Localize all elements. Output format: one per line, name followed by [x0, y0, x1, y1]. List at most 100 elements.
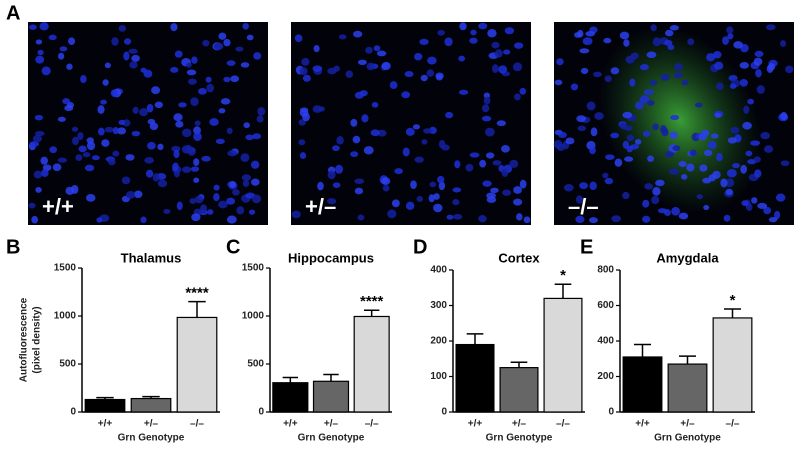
nucleus: [240, 153, 250, 163]
nucleus: [365, 46, 373, 54]
nucleus: [630, 52, 639, 60]
nucleus: [642, 130, 651, 137]
nucleus: [723, 214, 731, 222]
nucleus: [699, 164, 708, 172]
nucleus: [610, 132, 620, 139]
nucleus: [458, 89, 469, 95]
nucleus: [112, 150, 120, 157]
nucleus: [301, 57, 310, 66]
nucleus: [241, 174, 251, 181]
nucleus: [491, 41, 500, 49]
nucleus: [487, 28, 497, 38]
nucleus: [433, 193, 440, 200]
x-tick-label: +/+: [468, 419, 483, 430]
nucleus: [437, 29, 445, 36]
nucleus: [478, 22, 488, 30]
x-tick-label: +/+: [98, 419, 113, 430]
bar: [667, 363, 708, 413]
nucleus: [157, 179, 168, 188]
nucleus: [118, 25, 127, 32]
nucleus: [209, 118, 219, 126]
y-tick-label: 1500: [54, 263, 77, 274]
nucleus: [694, 102, 703, 108]
nucleus: [377, 129, 387, 137]
nucleus: [739, 78, 749, 87]
nucleus: [242, 179, 250, 187]
nucleus: [181, 166, 192, 173]
nucleus: [585, 30, 596, 37]
nucleus: [742, 121, 752, 130]
nucleus: [215, 138, 225, 145]
nucleus: [223, 76, 231, 83]
nucleus: [716, 152, 723, 162]
nucleus: [376, 50, 387, 57]
nucleus: [681, 79, 689, 86]
nucleus: [429, 181, 437, 188]
nucleus: [672, 145, 681, 151]
nucleus: [84, 164, 95, 172]
nucleus: [128, 48, 138, 54]
nucleus: [218, 200, 228, 209]
nucleus: [678, 160, 687, 168]
nucleus: [484, 127, 495, 137]
nucleus: [563, 184, 574, 192]
nucleus: [665, 29, 674, 37]
nucleus: [57, 116, 66, 122]
panel-label: C: [226, 236, 240, 258]
x-tick-label: –/–: [726, 419, 740, 430]
nucleus: [402, 147, 410, 157]
nucleus: [193, 132, 202, 142]
x-axis-label: Grn Genotype: [654, 433, 721, 444]
nucleus: [689, 149, 697, 157]
nucleus: [299, 67, 308, 76]
nucleus: [111, 37, 119, 46]
nucleus: [729, 83, 737, 89]
nucleus: [745, 203, 753, 212]
x-tick-label: –/–: [365, 419, 379, 430]
error-bar: [363, 309, 380, 317]
nucleus: [187, 78, 197, 85]
chart-title: Hippocampus: [288, 250, 374, 265]
nucleus: [421, 139, 428, 145]
y-tick-label: 0: [70, 407, 76, 418]
nucleus: [419, 38, 429, 45]
nucleus: [326, 198, 337, 205]
nucleus: [298, 119, 306, 126]
nucleus: [405, 201, 415, 211]
nucleus: [768, 217, 778, 223]
nucleus: [766, 24, 776, 31]
nucleus: [175, 120, 184, 128]
chart-title: Thalamus: [121, 250, 182, 265]
nucleus: [145, 169, 154, 178]
nucleus: [652, 37, 662, 47]
nucleus: [77, 132, 84, 141]
nucleus: [40, 156, 49, 165]
nucleus: [123, 51, 130, 61]
nucleus: [201, 155, 211, 162]
nucleus: [733, 41, 744, 49]
nucleus: [703, 149, 713, 157]
nucleus: [483, 92, 491, 99]
nucleus: [680, 173, 688, 180]
bar: [455, 343, 495, 413]
nucleus: [712, 170, 721, 179]
nucleus: [28, 202, 36, 209]
nucleus: [504, 27, 515, 35]
x-tick-label: +/+: [635, 419, 650, 430]
y-tick-label: 500: [59, 359, 76, 370]
y-tick-label: 1000: [54, 311, 77, 322]
nucleus: [252, 133, 262, 140]
nucleus: [200, 204, 208, 214]
nucleus: [577, 125, 587, 131]
nucleus: [433, 203, 443, 213]
nucleus: [86, 141, 96, 151]
nucleus: [622, 111, 633, 119]
nucleus: [458, 55, 466, 62]
nucleus: [519, 87, 527, 95]
error-bar: [188, 300, 206, 318]
bar: [130, 397, 172, 413]
nucleus: [64, 105, 74, 112]
nucleus: [48, 34, 57, 41]
y-tick-label: 400: [597, 336, 614, 347]
nucleus: [753, 156, 761, 163]
